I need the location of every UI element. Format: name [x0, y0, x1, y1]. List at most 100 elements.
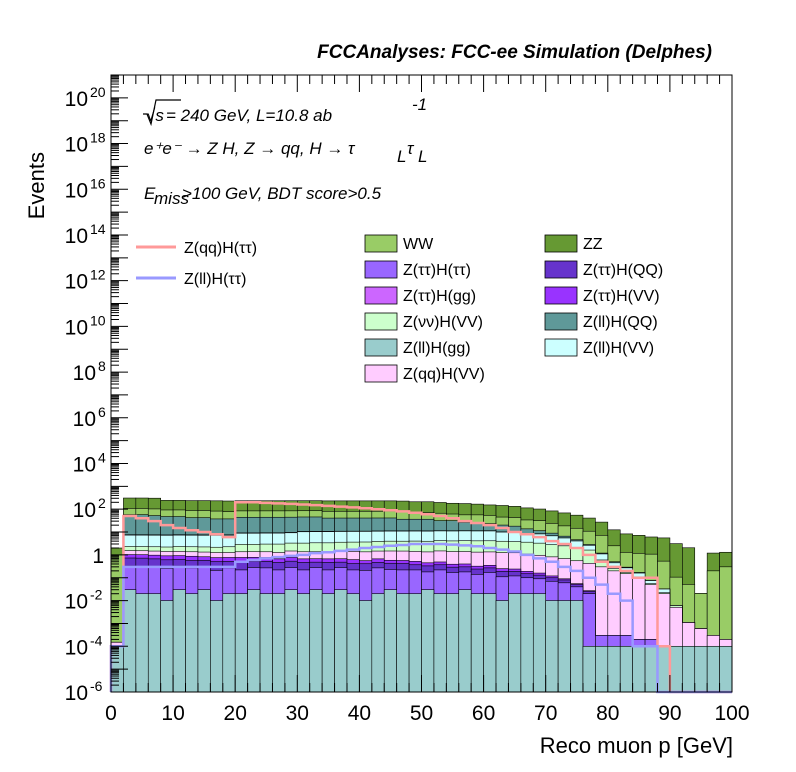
bar: [669, 645, 683, 693]
bar: [296, 593, 311, 693]
bar: [682, 645, 696, 693]
y-tick-label: 10 16: [65, 175, 106, 202]
bar: [346, 593, 360, 693]
bar: [458, 589, 472, 693]
legend: Z(qq)H(ττ) Z(ll)H(ττ) WW ZZ Z(ττ)H(ττ) Z(ττ)H…: [136, 234, 663, 383]
x-tick-label: 0: [105, 702, 117, 725]
bar: [234, 593, 248, 693]
x-tick-label: 60: [472, 702, 495, 725]
annotation-cuts: E miss >100 GeV, BDT score>0.5: [144, 184, 382, 208]
legend-swatch: [364, 286, 398, 305]
y-axis-ticks: 10 -6 10 -4 10 -2 1 10 2 10 4 10 6 10 8 10 10 10 12 10 14 10 1…: [65, 75, 128, 705]
legend-label: Z(ττ)H(QQ): [583, 262, 663, 279]
line-z-qq-h-: [109, 501, 732, 694]
y-tick-label: 10 18: [65, 130, 106, 157]
x-tick-label: 20: [224, 702, 247, 725]
line-z-ll-h-: [109, 542, 732, 694]
y-tick-label: 10 6: [73, 404, 106, 431]
annotation-process-text: e⁺e⁻ → Z H, Z → qq, H → τ: [144, 139, 356, 158]
y-tick-label: 10 -4: [65, 632, 103, 659]
bar: [644, 645, 658, 693]
bar: [657, 645, 671, 693]
stacked-histograms: [110, 497, 733, 693]
annotation-cuts-rest: >100 GeV, BDT score>0.5: [182, 184, 382, 203]
bar: [706, 645, 720, 693]
y-tick-label: 10 -6: [65, 678, 103, 705]
legend-label: Z(ττ)H(gg): [403, 288, 476, 305]
x-tick-label: 10: [161, 702, 184, 725]
x-tick-label: 40: [348, 702, 371, 725]
bar: [694, 645, 708, 693]
y-axis-label: Events: [24, 152, 49, 219]
bar: [309, 589, 323, 693]
bar: [334, 589, 348, 693]
legend-line-label: Z(qq)H(ττ): [184, 240, 257, 257]
annotation-cuts-e: E: [144, 184, 156, 203]
x-tick-label: 50: [410, 702, 433, 725]
legend-swatch: [364, 260, 398, 279]
legend-label: Z(ll)H(VV): [583, 340, 654, 357]
bar: [135, 593, 149, 693]
bar: [359, 600, 373, 693]
bar: [619, 645, 633, 693]
legend-label: Z(ττ)H(ττ): [403, 262, 471, 279]
bar: [421, 589, 435, 693]
legend-swatch: [364, 312, 398, 331]
bar: [520, 593, 534, 693]
legend-label: Z(ll)H(QQ): [583, 314, 658, 331]
legend-swatch: [544, 312, 578, 331]
legend-swatch: [364, 338, 398, 357]
y-tick-label: 10 -2: [65, 587, 103, 614]
bar: [371, 593, 385, 693]
y-tick-label: 10 12: [65, 267, 106, 294]
legend-swatch: [544, 338, 578, 357]
bar: [259, 593, 273, 693]
bar: [247, 589, 261, 693]
line-histograms: [109, 501, 732, 694]
annotation-energy-text: = 240 GeV, L=10.8 ab: [166, 106, 332, 125]
bar: [545, 600, 559, 693]
annotation-process-sub2: L: [418, 147, 427, 166]
annotation-sqrt-s: √s: [146, 106, 164, 125]
bar: [222, 593, 236, 693]
bar: [272, 593, 286, 693]
x-tick-label: 80: [596, 702, 619, 725]
bar: [532, 593, 547, 693]
annotation-process: e⁺e⁻ → Z H, Z → qq, H → τ L τ L: [144, 139, 427, 166]
annotation-energy: √s = 240 GeV, L=10.8 ab -1: [143, 95, 427, 127]
bar: [197, 589, 211, 693]
x-tick-label: 100: [714, 702, 749, 725]
bar: [495, 600, 509, 693]
annotation-energy-exp: -1: [412, 95, 427, 114]
bar: [582, 645, 596, 693]
bar: [408, 593, 422, 693]
bar: [321, 593, 335, 693]
bar: [172, 589, 186, 693]
bar: [607, 645, 621, 693]
y-tick-label: 10 14: [65, 221, 106, 248]
y-tick-label: 10 2: [73, 495, 106, 522]
y-tick-label: 10 4: [73, 449, 106, 476]
bar: [570, 600, 584, 693]
legend-label: Z(ll)H(gg): [403, 340, 471, 357]
legend-label: Z(ττ)H(VV): [583, 288, 660, 305]
bar: [719, 645, 733, 693]
bar: [383, 589, 397, 693]
legend-line-label: Z(ll)H(ττ): [184, 271, 246, 288]
y-tick-label: 10 20: [65, 84, 106, 111]
x-tick-label: 30: [286, 702, 309, 725]
annotation-cuts-sub: miss: [154, 189, 189, 208]
bar: [446, 593, 460, 693]
legend-swatch: [544, 286, 578, 305]
bar: [210, 600, 224, 693]
legend-swatch: [364, 234, 398, 253]
annotation-process-sub1: L: [397, 147, 406, 166]
y-tick-label: 1: [92, 545, 104, 568]
bar: [557, 600, 571, 693]
bar: [160, 600, 174, 693]
legend-label: ZZ: [583, 236, 603, 253]
x-axis-ticks: 0 10 20 30 40 50 60 70 80 90 100: [105, 75, 750, 725]
bar: [483, 593, 497, 693]
chart-title: FCCAnalyses: FCC-ee Simulation (Delphes): [317, 42, 712, 63]
